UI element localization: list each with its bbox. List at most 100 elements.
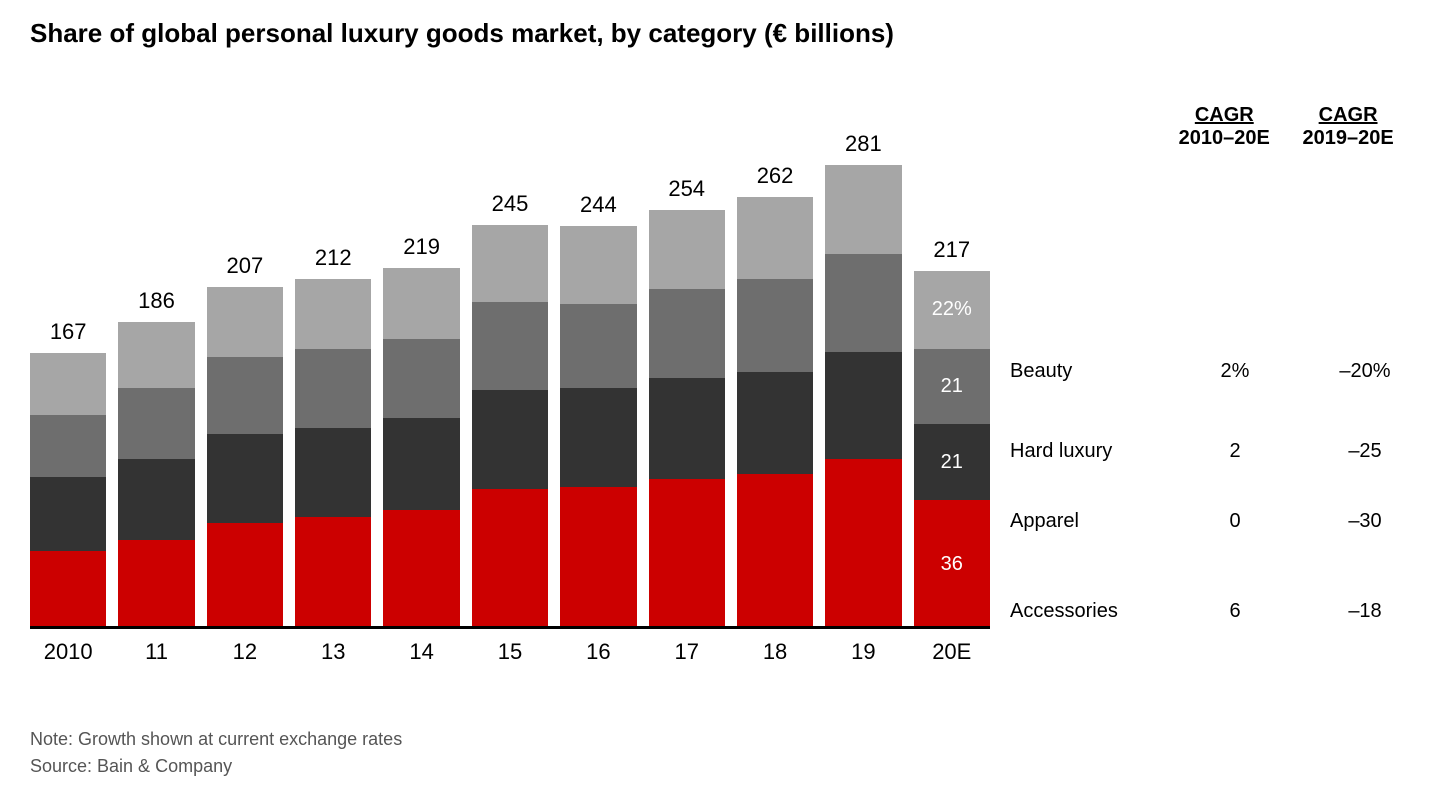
x-axis-label: 12: [207, 639, 283, 665]
bars-group: 167 186 207 212 219 245 244 254 262 281 2173621212…: [30, 99, 990, 629]
bar-stack: [30, 353, 106, 629]
table-value-cagr-2010-20e: 0: [1170, 510, 1300, 533]
table-value-cagr-2019-20e: –20%: [1300, 360, 1430, 383]
bar-segment-accessories: [30, 551, 106, 629]
bar-segment-hard_luxury: [295, 349, 371, 428]
bar-segment-apparel: [383, 418, 459, 510]
page-root: Share of global personal luxury goods ma…: [0, 0, 1440, 810]
cagr-table-header: CAGR 2010–20E CAGR 2019–20E: [1010, 104, 1410, 150]
bar-segment-apparel: [118, 459, 194, 540]
bar-segment-apparel: [649, 378, 725, 479]
bar-segment-accessories: [737, 474, 813, 629]
table-value-cagr-2019-20e: –18: [1300, 600, 1430, 623]
x-axis-label: 20E: [914, 639, 990, 665]
x-axis-labels: 201011121314151617181920E: [30, 639, 990, 665]
bar-segment-apparel: [295, 428, 371, 517]
bar-segment-hard_luxury: 21: [914, 349, 990, 425]
bar-segment-accessories: [295, 517, 371, 629]
bar-total-label: 212: [295, 245, 371, 271]
bar-column: 244: [560, 192, 636, 629]
footnotes: Note: Growth shown at current exchange r…: [30, 726, 402, 780]
bar-segment-beauty: [560, 226, 636, 304]
bar-segment-beauty: [383, 268, 459, 339]
bar-segment-accessories: [207, 523, 283, 629]
bar-segment-apparel: [737, 372, 813, 474]
bar-segment-apparel: [207, 434, 283, 523]
bar-stack: [649, 210, 725, 629]
bar-segment-accessories: [472, 489, 548, 629]
bar-column: 245: [472, 191, 548, 629]
bar-column: 186: [118, 288, 194, 629]
bar-stack: [207, 287, 283, 629]
bar-column: 21736212122%: [914, 237, 990, 629]
bar-column: 207: [207, 253, 283, 629]
bar-segment-hard_luxury: [118, 388, 194, 459]
x-axis-label: 2010: [30, 639, 106, 665]
table-value-cagr-2019-20e: –25: [1300, 440, 1430, 463]
x-axis-label: 11: [118, 639, 194, 665]
table-header-col1: CAGR 2010–20E: [1162, 104, 1286, 150]
x-axis-line: [30, 626, 990, 629]
bar-segment-beauty: [472, 225, 548, 303]
bar-total-label: 262: [737, 163, 813, 189]
bar-segment-apparel: [30, 477, 106, 551]
bar-total-label: 254: [649, 176, 725, 202]
table-row-beauty: Beauty2%–20%: [1010, 360, 1430, 383]
cagr-table: CAGR 2010–20E CAGR 2019–20E Beauty2%–20%…: [990, 99, 1410, 150]
table-category-name: Apparel: [1010, 510, 1170, 533]
footnote-note: Note: Growth shown at current exchange r…: [30, 726, 402, 753]
bar-stack: [295, 279, 371, 629]
table-category-name: Beauty: [1010, 360, 1170, 383]
table-row-hard_luxury: Hard luxury2–25: [1010, 440, 1430, 463]
bar-stack: [118, 322, 194, 629]
x-axis-label: 13: [295, 639, 371, 665]
bar-stack: [472, 225, 548, 629]
bar-segment-hard_luxury: [383, 339, 459, 418]
chart-container: 167 186 207 212 219 245 244 254 262 281 2173621212…: [30, 99, 990, 665]
bar-segment-beauty: [649, 210, 725, 289]
bar-segment-hard_luxury: [737, 279, 813, 371]
table-category-name: Hard luxury: [1010, 440, 1170, 463]
table-header-col2: CAGR 2019–20E: [1286, 104, 1410, 150]
table-value-cagr-2010-20e: 2%: [1170, 360, 1300, 383]
bar-stack: 36212122%: [914, 271, 990, 629]
x-axis-label: 17: [649, 639, 725, 665]
bar-stack: [737, 197, 813, 629]
bar-segment-apparel: [825, 352, 901, 459]
x-axis-label: 18: [737, 639, 813, 665]
table-category-name: Accessories: [1010, 600, 1170, 623]
bar-column: 219: [383, 234, 459, 629]
bar-segment-accessories: [383, 510, 459, 629]
x-axis-label: 16: [560, 639, 636, 665]
bar-segment-hard_luxury: [472, 302, 548, 389]
bar-segment-accessories: [560, 487, 636, 629]
bar-total-label: 219: [383, 234, 459, 260]
bar-total-label: 186: [118, 288, 194, 314]
bar-total-label: 244: [560, 192, 636, 218]
bar-stack: [560, 226, 636, 629]
bar-segment-beauty: [207, 287, 283, 356]
bar-segment-beauty: [295, 279, 371, 348]
bar-segment-hard_luxury: [207, 357, 283, 435]
bar-stack: [825, 165, 901, 629]
bar-segment-apparel: [560, 388, 636, 487]
table-header-col2-line1: CAGR: [1286, 104, 1410, 127]
bar-column: 167: [30, 319, 106, 629]
bar-segment-accessories: [649, 479, 725, 629]
x-axis-label: 15: [472, 639, 548, 665]
bar-segment-accessories: [118, 540, 194, 629]
table-value-cagr-2010-20e: 6: [1170, 600, 1300, 623]
table-row-accessories: Accessories6–18: [1010, 600, 1430, 623]
bar-segment-beauty: [825, 165, 901, 254]
table-header-col2-line2: 2019–20E: [1302, 127, 1393, 149]
bar-total-label: 245: [472, 191, 548, 217]
bar-stack: [383, 268, 459, 629]
bar-segment-accessories: [825, 459, 901, 629]
bar-column: 212: [295, 245, 371, 629]
chart-plot-area: 167 186 207 212 219 245 244 254 262 281 2173621212…: [30, 99, 990, 629]
table-header-col1-line2: 2010–20E: [1179, 127, 1270, 149]
bar-total-label: 281: [825, 131, 901, 157]
bar-segment-beauty: [30, 353, 106, 414]
bar-column: 254: [649, 176, 725, 629]
bar-segment-beauty: [118, 322, 194, 388]
